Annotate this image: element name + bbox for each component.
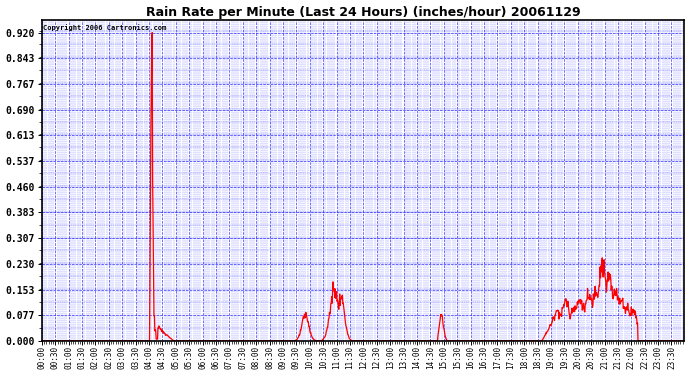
Title: Rain Rate per Minute (Last 24 Hours) (inches/hour) 20061129: Rain Rate per Minute (Last 24 Hours) (in… <box>146 6 580 18</box>
Text: Copyright 2006 Cartronics.com: Copyright 2006 Cartronics.com <box>43 24 166 32</box>
